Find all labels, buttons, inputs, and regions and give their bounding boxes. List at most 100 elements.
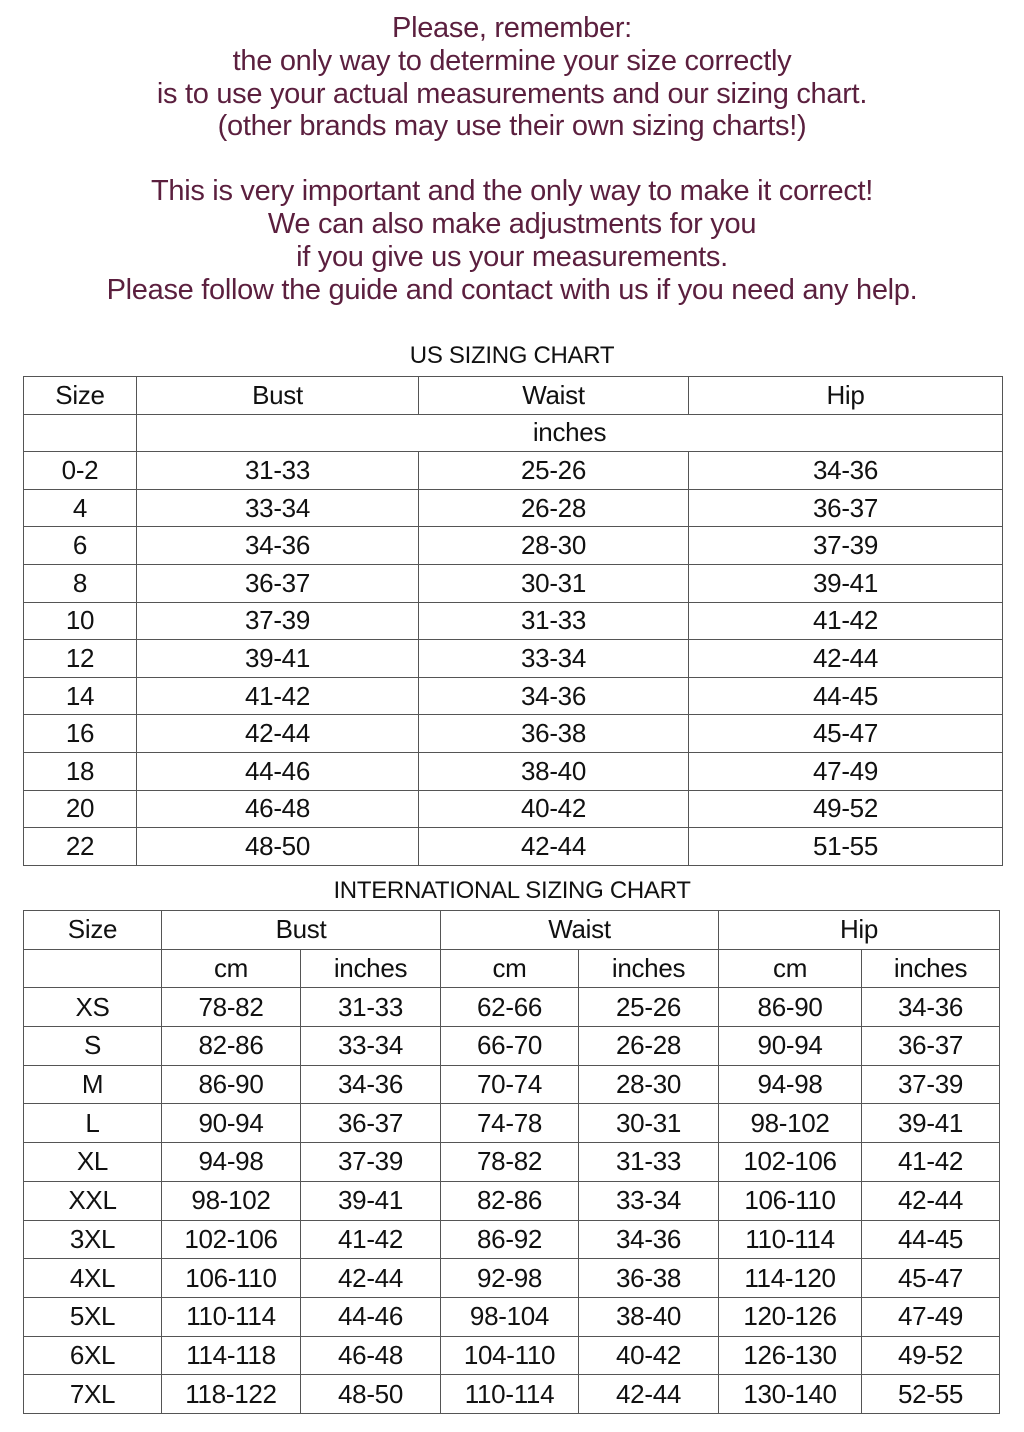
intro-line: (other brands may use their own sizing c… bbox=[217, 110, 807, 143]
table-row: 6XL 114-118 46-48 104-110 40-42 126-130 49-52 bbox=[23, 1335, 1000, 1376]
measurement-cell: 36-37 bbox=[688, 488, 1003, 528]
table-row: 12 39-41 33-34 42-44 bbox=[23, 639, 1003, 678]
measurement-cell: 36-38 bbox=[578, 1258, 720, 1298]
table-row: XL 94-98 37-39 78-82 31-33 102-106 41-42 bbox=[23, 1142, 1000, 1182]
table-row: 7XL 118-122 48-50 110-114 42-44 130-140 52-55 bbox=[23, 1374, 1000, 1414]
size-cell: 18 bbox=[23, 751, 137, 791]
size-cell: 14 bbox=[23, 676, 137, 716]
header-row: Size Bust Waist Hip bbox=[23, 910, 1000, 950]
measurement-cell: 36-37 bbox=[299, 1103, 442, 1144]
table-row: M 86-90 34-36 70-74 28-30 94-98 37-39 bbox=[23, 1064, 1000, 1105]
intro-line: if you give us your measurements. bbox=[296, 240, 728, 273]
measurement-cell: 31-33 bbox=[299, 987, 442, 1028]
table-row: 10 37-39 31-33 41-42 bbox=[23, 601, 1003, 641]
measurement-cell: 40-42 bbox=[418, 789, 689, 829]
measurement-cell: 34-36 bbox=[861, 987, 1000, 1028]
size-cell: 4XL bbox=[23, 1258, 162, 1298]
measurement-cell: 42-44 bbox=[861, 1180, 1000, 1221]
measurement-cell: 39-41 bbox=[861, 1103, 1000, 1144]
size-cell: 10 bbox=[23, 601, 137, 641]
column-header: Bust bbox=[160, 910, 442, 950]
unit-header: inches bbox=[861, 948, 1000, 989]
empty-cell bbox=[23, 413, 137, 453]
measurement-cell: 102-106 bbox=[718, 1142, 863, 1182]
measurement-cell: 28-30 bbox=[578, 1064, 720, 1105]
intl-chart-title: INTERNATIONAL SIZING CHART bbox=[333, 877, 691, 904]
size-cell: XL bbox=[23, 1142, 162, 1182]
measurement-cell: 36-37 bbox=[136, 563, 419, 603]
table-row: L 90-94 36-37 74-78 30-31 98-102 39-41 bbox=[23, 1103, 1000, 1144]
measurement-cell: 39-41 bbox=[688, 563, 1003, 603]
unit-row: inches bbox=[23, 413, 1003, 453]
size-cell: 6 bbox=[23, 526, 137, 565]
measurement-cell: 90-94 bbox=[161, 1103, 301, 1144]
measurement-cell: 106-110 bbox=[161, 1258, 301, 1298]
measurement-cell: 86-92 bbox=[440, 1219, 580, 1260]
measurement-cell: 70-74 bbox=[440, 1064, 580, 1105]
measurement-cell: 38-40 bbox=[578, 1296, 720, 1337]
column-header: Size bbox=[23, 910, 162, 950]
unit-header: cm bbox=[161, 948, 301, 989]
unit-header: cm bbox=[440, 948, 580, 989]
column-header: Hip bbox=[718, 910, 1000, 950]
table-row: 0-2 31-33 25-26 34-36 bbox=[23, 451, 1003, 490]
measurement-cell: 62-66 bbox=[440, 987, 580, 1028]
size-cell: S bbox=[23, 1026, 162, 1066]
table-row: 22 48-50 42-44 51-55 bbox=[23, 827, 1003, 866]
measurement-cell: 47-49 bbox=[861, 1296, 1000, 1337]
table-row: 8 36-37 30-31 39-41 bbox=[23, 563, 1003, 603]
measurement-cell: 44-45 bbox=[688, 676, 1003, 716]
measurement-cell: 106-110 bbox=[718, 1180, 863, 1221]
spacer bbox=[0, 143, 1024, 175]
measurement-cell: 31-33 bbox=[136, 451, 419, 490]
measurement-cell: 41-42 bbox=[688, 601, 1003, 641]
size-cell: XS bbox=[23, 987, 162, 1028]
table-row: 3XL 102-106 41-42 86-92 34-36 110-114 44-45 bbox=[23, 1219, 1000, 1260]
measurement-cell: 34-36 bbox=[418, 676, 689, 716]
measurement-cell: 52-55 bbox=[861, 1374, 1000, 1414]
measurement-cell: 49-52 bbox=[861, 1335, 1000, 1376]
measurement-cell: 44-46 bbox=[136, 751, 419, 791]
measurement-cell: 34-36 bbox=[688, 451, 1003, 490]
measurement-cell: 94-98 bbox=[718, 1064, 863, 1105]
measurement-cell: 42-44 bbox=[418, 827, 689, 866]
measurement-cell: 36-37 bbox=[861, 1026, 1000, 1066]
measurement-cell: 26-28 bbox=[578, 1026, 720, 1066]
measurement-cell: 102-106 bbox=[161, 1219, 301, 1260]
unit-header: inches bbox=[578, 948, 720, 989]
measurement-cell: 120-126 bbox=[718, 1296, 863, 1337]
measurement-cell: 39-41 bbox=[136, 639, 419, 678]
measurement-cell: 26-28 bbox=[418, 488, 689, 528]
measurement-cell: 48-50 bbox=[136, 827, 419, 866]
table-row: 14 41-42 34-36 44-45 bbox=[23, 676, 1003, 716]
measurement-cell: 40-42 bbox=[578, 1335, 720, 1376]
measurement-cell: 104-110 bbox=[440, 1335, 580, 1376]
measurement-cell: 42-44 bbox=[688, 639, 1003, 678]
table-row: 4XL 106-110 42-44 92-98 36-38 114-120 45-47 bbox=[23, 1258, 1000, 1298]
measurement-cell: 66-70 bbox=[440, 1026, 580, 1066]
measurement-cell: 42-44 bbox=[299, 1258, 442, 1298]
column-header: Bust bbox=[136, 376, 419, 415]
measurement-cell: 94-98 bbox=[161, 1142, 301, 1182]
measurement-cell: 36-38 bbox=[418, 714, 689, 753]
intro-line: the only way to determine your size corr… bbox=[232, 44, 792, 77]
measurement-cell: 114-118 bbox=[161, 1335, 301, 1376]
size-cell: 6XL bbox=[23, 1335, 162, 1376]
measurement-cell: 126-130 bbox=[718, 1335, 863, 1376]
measurement-cell: 33-34 bbox=[418, 639, 689, 678]
unit-header: cm bbox=[718, 948, 863, 989]
intro-line: We can also make adjustments for you bbox=[267, 207, 757, 240]
measurement-cell: 78-82 bbox=[161, 987, 301, 1028]
measurement-cell: 39-41 bbox=[299, 1180, 442, 1221]
measurement-cell: 37-39 bbox=[299, 1142, 442, 1182]
measurement-cell: 49-52 bbox=[688, 789, 1003, 829]
measurement-cell: 41-42 bbox=[299, 1219, 442, 1260]
measurement-cell: 118-122 bbox=[161, 1374, 301, 1414]
size-cell: 5XL bbox=[23, 1296, 162, 1337]
measurement-cell: 48-50 bbox=[299, 1374, 442, 1414]
measurement-cell: 31-33 bbox=[578, 1142, 720, 1182]
table-row: 6 34-36 28-30 37-39 bbox=[23, 526, 1003, 565]
measurement-cell: 38-40 bbox=[418, 751, 689, 791]
size-cell: 4 bbox=[23, 488, 137, 528]
unit-label: inches bbox=[136, 413, 1003, 453]
